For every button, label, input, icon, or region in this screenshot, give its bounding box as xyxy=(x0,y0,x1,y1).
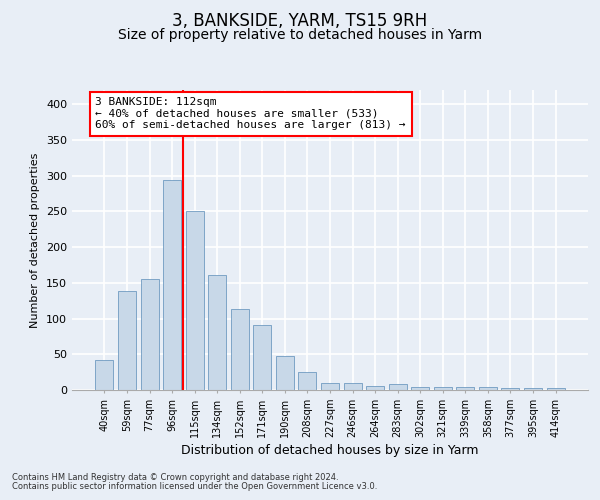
Y-axis label: Number of detached properties: Number of detached properties xyxy=(31,152,40,328)
Bar xyxy=(298,372,316,390)
Bar xyxy=(389,384,407,390)
Bar xyxy=(502,388,520,390)
Bar xyxy=(547,388,565,390)
Bar xyxy=(321,383,339,390)
Text: 3, BANKSIDE, YARM, TS15 9RH: 3, BANKSIDE, YARM, TS15 9RH xyxy=(172,12,428,30)
Bar xyxy=(231,310,249,390)
Bar xyxy=(163,180,181,390)
Bar xyxy=(208,275,226,390)
Bar xyxy=(95,360,113,390)
Bar xyxy=(434,387,452,390)
Bar xyxy=(118,292,136,390)
Bar xyxy=(411,387,429,390)
Bar xyxy=(140,280,158,390)
Bar xyxy=(456,387,475,390)
Bar xyxy=(479,387,497,390)
X-axis label: Distribution of detached houses by size in Yarm: Distribution of detached houses by size … xyxy=(181,444,479,457)
Text: Size of property relative to detached houses in Yarm: Size of property relative to detached ho… xyxy=(118,28,482,42)
Bar xyxy=(366,386,384,390)
Bar xyxy=(253,325,271,390)
Bar xyxy=(344,383,362,390)
Text: Contains HM Land Registry data © Crown copyright and database right 2024.: Contains HM Land Registry data © Crown c… xyxy=(12,473,338,482)
Bar xyxy=(524,388,542,390)
Bar xyxy=(276,356,294,390)
Text: Contains public sector information licensed under the Open Government Licence v3: Contains public sector information licen… xyxy=(12,482,377,491)
Text: 3 BANKSIDE: 112sqm
← 40% of detached houses are smaller (533)
60% of semi-detach: 3 BANKSIDE: 112sqm ← 40% of detached hou… xyxy=(95,97,406,130)
Bar xyxy=(185,210,204,390)
